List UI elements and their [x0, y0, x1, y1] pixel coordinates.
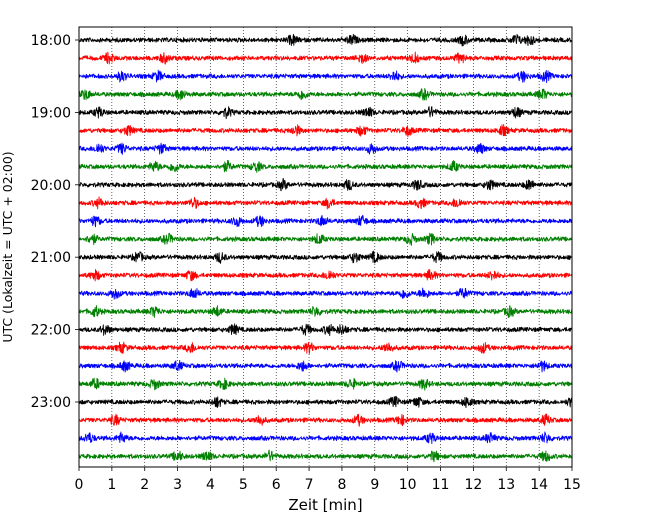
trace-1915: [78, 123, 573, 138]
x-tick-label: 6: [272, 477, 281, 493]
trace-1815: [78, 51, 573, 65]
x-tick-label: 14: [530, 477, 548, 493]
y-axis-label: UTC (Lokalzeit = UTC + 02:00): [0, 151, 15, 342]
trace-2215: [78, 341, 573, 355]
x-tick-label: 12: [464, 477, 482, 493]
trace-2145: [78, 305, 573, 319]
trace-1900: [78, 106, 573, 120]
trace-2115: [78, 269, 573, 282]
trace-1845: [78, 88, 573, 101]
trace-2030: [78, 214, 573, 228]
x-tick-label: 3: [173, 477, 182, 493]
y-tick-label: 19:00: [31, 105, 71, 121]
trace-2245: [78, 377, 573, 391]
trace-2330: [78, 431, 573, 445]
x-tick-label: 15: [563, 477, 581, 493]
trace-2300: [78, 395, 573, 409]
trace-2000: [78, 177, 573, 192]
x-tick-label: 11: [432, 477, 450, 493]
trace-1930: [78, 142, 573, 155]
y-tick-label: 23:00: [31, 395, 71, 411]
x-tick-label: 4: [206, 477, 215, 493]
trace-2130: [78, 287, 573, 300]
y-tick-label: 22:00: [31, 323, 71, 339]
x-tick-label: 9: [370, 477, 379, 493]
grid-lines: [111, 27, 540, 467]
x-axis-label: Zeit [min]: [288, 496, 362, 514]
trace-1830: [78, 69, 573, 84]
trace-2345: [78, 449, 573, 463]
trace-2230: [78, 359, 573, 373]
y-tick-label: 21:00: [31, 250, 71, 266]
x-tick-label: 8: [337, 477, 346, 493]
trace-2100: [78, 250, 573, 264]
trace-2315: [78, 413, 573, 427]
y-tick-label: 18:00: [31, 33, 71, 49]
trace-2045: [78, 232, 573, 246]
y-axis: 18:00 19:00 20:00 21:00 22:00 23:00: [31, 33, 79, 411]
x-axis: 0 1 2 3 4 5 6 7 8 9 10 11 12 13 14 15: [75, 467, 581, 493]
trace-1945: [78, 159, 573, 173]
x-tick-label: 10: [399, 477, 417, 493]
plot-frame: [78, 26, 573, 468]
y-tick-label: 20:00: [31, 178, 71, 194]
x-tick-label: 13: [497, 477, 515, 493]
x-tick-label: 7: [305, 477, 314, 493]
x-tick-label: 0: [75, 477, 84, 493]
trace-layer: [78, 33, 573, 463]
x-tick-label: 2: [140, 477, 149, 493]
trace-1800: [78, 33, 573, 47]
x-tick-label: 5: [239, 477, 248, 493]
trace-2015: [78, 196, 573, 210]
x-tick-label: 1: [107, 477, 116, 493]
trace-2200: [78, 323, 573, 337]
